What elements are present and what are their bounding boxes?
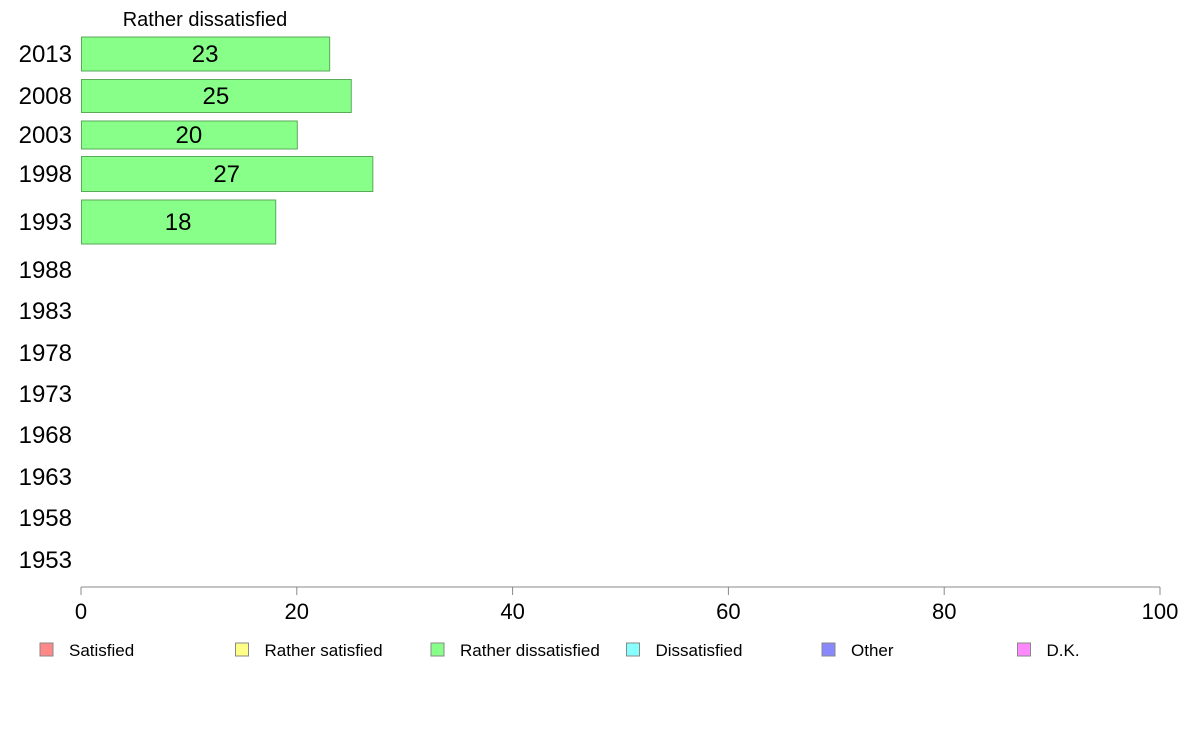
category-label-2003: 2003 [19,122,72,149]
category-labels: 2013 2008 2003 1998 1993 1988 1983 1978 1973 1968… [19,41,72,574]
x-tick-label-20: 20 [285,599,309,624]
legend-swatch-0 [39,642,54,657]
legend-label-2: Rather dissatisfied [460,641,600,660]
legend-swatch-2 [430,642,445,657]
category-label-1993: 1993 [19,209,72,236]
category-label-1998: 1998 [19,161,72,188]
data-label-2003: 20 [176,122,203,149]
x-tick-label-0: 0 [75,599,87,624]
bar-2003 [81,120,298,150]
category-label-1988: 1988 [19,257,72,284]
legend-label-0: Satisfied [69,641,134,660]
legend-swatch-1 [235,642,249,657]
category-label-1983: 1983 [19,298,72,325]
category-label-1958: 1958 [19,505,72,532]
data-label-2008: 25 [203,83,230,110]
category-label-1968: 1968 [19,422,72,449]
category-label-1978: 1978 [19,340,72,367]
data-label-1998: 27 [213,161,240,188]
x-axis: 0 20 40 60 80 100 [75,586,1179,624]
x-tick-label-80: 80 [932,599,956,624]
x-tick-label-60: 60 [716,599,740,624]
category-label-2008: 2008 [19,83,72,110]
bar-2008 [81,79,352,113]
bar-2013 [81,36,331,72]
data-label-1993: 18 [165,209,192,236]
legend-swatch-3 [626,642,640,657]
category-label-1953: 1953 [19,547,72,574]
legend-label-1: Rather satisfied [265,641,383,660]
bar-1993 [81,199,277,245]
category-label-1963: 1963 [19,464,72,491]
category-label-1973: 1973 [19,381,72,408]
x-tick-label-40: 40 [500,599,524,624]
legend-swatch-5 [1017,642,1031,657]
category-label-2013: 2013 [19,41,72,68]
legend-label-3: Dissatisfied [656,641,743,660]
x-tick-label-100: 100 [1142,599,1179,624]
chart-title: Rather dissatisfied [123,9,288,31]
legend: Satisfied Rather satisfied Rather dissatis… [39,641,1080,660]
legend-label-4: Other [851,641,894,660]
legend-label-5: D.K. [1047,641,1080,660]
bar-1998 [81,156,374,192]
data-label-2013: 23 [192,41,219,68]
legend-swatch-4 [821,642,836,657]
